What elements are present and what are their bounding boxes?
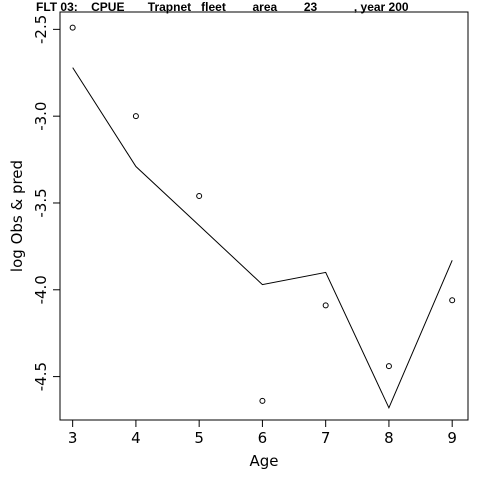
observed-point [449,297,456,304]
x-tick-label: 4 [131,429,141,447]
y-tick-label: -4.0 [32,275,50,304]
y-axis: -2.5 -3.0 -3.5 -4.0 -4.5 [32,15,61,391]
observed-point [385,363,392,370]
predicted-series [72,67,453,410]
x-tick-label: 5 [194,429,204,447]
x-axis: 3 4 5 6 7 8 9 [68,419,457,447]
observed-point [259,397,266,404]
observed-point [196,193,203,200]
y-tick-label: -3.5 [32,188,50,217]
y-axis-label: log Obs & pred [8,160,26,272]
y-tick-label: -2.5 [32,15,50,44]
x-tick-label: 8 [384,429,394,447]
x-tick-label: 3 [68,429,78,447]
y-tick-label: -4.5 [32,362,50,391]
x-tick-label: 6 [258,429,268,447]
y-tick-label: -3.0 [32,102,50,131]
observed-point [322,302,329,309]
chart-title: FLT 03: CPUE Trapnet fleet area 23 , yea… [36,0,409,14]
x-tick-label: 7 [321,429,331,447]
x-tick-label: 9 [447,429,457,447]
predicted-line [72,67,453,410]
observed-point [132,113,139,120]
plot-frame [59,11,469,421]
x-axis-label: Age [249,452,278,470]
observed-point [69,24,76,31]
observed-series [69,24,456,404]
